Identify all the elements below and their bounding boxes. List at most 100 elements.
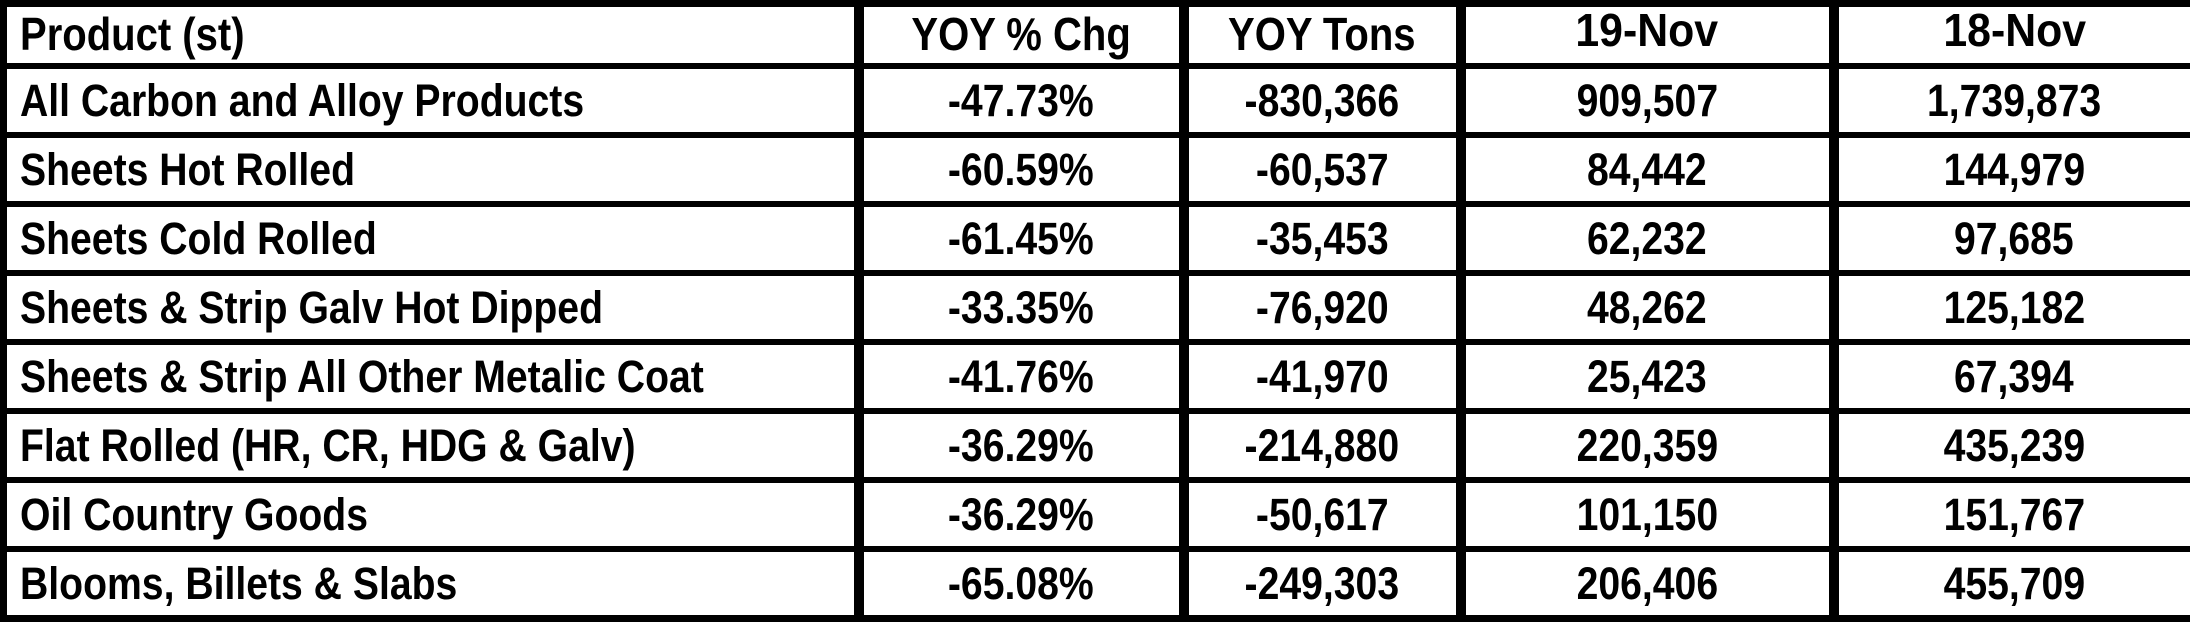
nov-18-cell: 67,394: [1828, 339, 2190, 415]
nov-19-cell: 84,442: [1455, 132, 1837, 208]
yoy-tons-value: -50,617: [1255, 489, 1389, 541]
nov-18-value: 67,394: [1954, 351, 2075, 403]
yoy-pct-chg-value: -60.59%: [948, 144, 1094, 196]
yoy-pct-chg-value: -36.29%: [948, 489, 1094, 541]
nov-18-cell: 435,239: [1828, 408, 2190, 484]
yoy-pct-chg-cell: -36.29%: [853, 477, 1187, 553]
nov-19-value: 84,442: [1587, 144, 1707, 196]
product-value: Sheets & Strip All Other Metalic Coat: [20, 351, 704, 403]
nov-18-cell: 151,767: [1828, 477, 2190, 553]
column-header-18-nov: 18-Nov: [1828, 0, 2190, 69]
product-cell: Blooms, Billets & Slabs: [0, 546, 862, 622]
nov-19-cell: 48,262: [1455, 270, 1837, 346]
yoy-tons-value: -76,920: [1255, 282, 1389, 334]
column-header-18-nov-label: 18-Nov: [1942, 4, 2086, 56]
table-row: Sheets & Strip All Other Metalic Coat -41…: [0, 339, 2190, 415]
nov-18-value: 151,767: [1943, 489, 2086, 541]
column-header-yoy-pct-chg: YOY % Chg: [853, 0, 1187, 69]
product-cell: Oil Country Goods: [0, 477, 862, 553]
table-row: Sheets & Strip Galv Hot Dipped -33.35% -76…: [0, 270, 2190, 346]
table-row: Blooms, Billets & Slabs -65.08% -249,303 20…: [0, 546, 2190, 622]
product-value: Sheets Hot Rolled: [20, 144, 356, 196]
yoy-pct-chg-value: -33.35%: [948, 282, 1094, 334]
yoy-tons-cell: -830,366: [1178, 62, 1464, 139]
nov-19-cell: 206,406: [1455, 546, 1837, 622]
nov-19-value: 25,423: [1587, 351, 1707, 403]
column-header-yoy-tons-label: YOY Tons: [1228, 8, 1416, 60]
nov-18-value: 144,979: [1943, 144, 2086, 196]
nov-19-value: 206,406: [1576, 558, 1718, 610]
product-value: All Carbon and Alloy Products: [20, 75, 585, 127]
yoy-pct-chg-value: -61.45%: [948, 213, 1094, 265]
table-row: Sheets Hot Rolled -60.59% -60,537 84,442 144…: [0, 132, 2190, 208]
column-header-19-nov: 19-Nov: [1455, 0, 1837, 69]
column-header-product-label: Product (st): [20, 8, 245, 60]
nov-19-value: 909,507: [1576, 75, 1718, 127]
product-cell: Sheets Cold Rolled: [0, 201, 862, 277]
yoy-pct-chg-value: -47.73%: [948, 75, 1094, 127]
nov-19-value: 62,232: [1587, 213, 1707, 265]
yoy-tons-value: -41,970: [1255, 351, 1389, 403]
yoy-tons-cell: -60,537: [1178, 132, 1464, 208]
yoy-pct-chg-cell: -61.45%: [853, 201, 1187, 277]
nov-19-cell: 101,150: [1455, 477, 1837, 553]
column-header-yoy-tons: YOY Tons: [1178, 0, 1464, 69]
yoy-tons-cell: -41,970: [1178, 339, 1464, 415]
yoy-pct-chg-cell: -47.73%: [853, 62, 1187, 139]
yoy-tons-cell: -214,880: [1178, 408, 1464, 484]
nov-18-cell: 455,709: [1828, 546, 2190, 622]
product-value: Blooms, Billets & Slabs: [20, 558, 458, 610]
table-row: All Carbon and Alloy Products -47.73% -830…: [0, 62, 2190, 139]
nov-19-cell: 62,232: [1455, 201, 1837, 277]
yoy-pct-chg-value: -41.76%: [948, 351, 1094, 403]
table-row: Sheets Cold Rolled -61.45% -35,453 62,232 97…: [0, 201, 2190, 277]
yoy-pct-chg-value: -65.08%: [948, 558, 1094, 610]
nov-19-value: 48,262: [1587, 282, 1707, 334]
column-header-product: Product (st): [0, 0, 862, 69]
nov-18-cell: 144,979: [1828, 132, 2190, 208]
product-value: Sheets & Strip Galv Hot Dipped: [20, 282, 603, 334]
nov-19-cell: 909,507: [1455, 62, 1837, 139]
table-body: All Carbon and Alloy Products -47.73% -830…: [0, 62, 2190, 622]
table-row: Oil Country Goods -36.29% -50,617 101,150 15…: [0, 477, 2190, 553]
nov-18-value: 435,239: [1943, 420, 2086, 472]
nov-18-value: 1,739,873: [1927, 75, 2102, 127]
table-row: Flat Rolled (HR, CR, HDG & Galv) -36.29% -…: [0, 408, 2190, 484]
nov-18-cell: 97,685: [1828, 201, 2190, 277]
nov-19-cell: 25,423: [1455, 339, 1837, 415]
yoy-tons-cell: -35,453: [1178, 201, 1464, 277]
product-cell: Sheets Hot Rolled: [0, 132, 862, 208]
yoy-pct-chg-cell: -41.76%: [853, 339, 1187, 415]
yoy-pct-chg-cell: -65.08%: [853, 546, 1187, 622]
nov-18-value: 97,685: [1954, 213, 2075, 265]
yoy-pct-chg-cell: -36.29%: [853, 408, 1187, 484]
yoy-tons-value: -35,453: [1255, 213, 1389, 265]
yoy-pct-chg-cell: -33.35%: [853, 270, 1187, 346]
nov-18-cell: 1,739,873: [1828, 62, 2190, 139]
nov-19-value: 220,359: [1576, 420, 1718, 472]
product-value: Oil Country Goods: [20, 489, 368, 541]
yoy-tons-cell: -76,920: [1178, 270, 1464, 346]
yoy-tons-cell: -50,617: [1178, 477, 1464, 553]
product-cell: Sheets & Strip Galv Hot Dipped: [0, 270, 862, 346]
product-cell: Flat Rolled (HR, CR, HDG & Galv): [0, 408, 862, 484]
product-value: Flat Rolled (HR, CR, HDG & Galv): [20, 420, 636, 472]
nov-19-cell: 220,359: [1455, 408, 1837, 484]
product-value: Sheets Cold Rolled: [20, 213, 377, 265]
nov-19-value: 101,150: [1576, 489, 1718, 541]
yoy-tons-value: -214,880: [1244, 420, 1400, 472]
yoy-tons-value: -830,366: [1244, 75, 1400, 127]
nov-18-value: 125,182: [1943, 282, 2086, 334]
column-header-yoy-pct-chg-label: YOY % Chg: [911, 8, 1131, 60]
nov-18-value: 455,709: [1943, 558, 2086, 610]
header-row: Product (st) YOY % Chg YOY Tons 19-Nov 1…: [0, 0, 2190, 69]
yoy-tons-cell: -249,303: [1178, 546, 1464, 622]
product-cell: Sheets & Strip All Other Metalic Coat: [0, 339, 862, 415]
yoy-tons-value: -249,303: [1244, 558, 1400, 610]
yoy-pct-chg-cell: -60.59%: [853, 132, 1187, 208]
nov-18-cell: 125,182: [1828, 270, 2190, 346]
yoy-tons-value: -60,537: [1255, 144, 1389, 196]
product-cell: All Carbon and Alloy Products: [0, 62, 862, 139]
column-header-19-nov-label: 19-Nov: [1575, 4, 1719, 56]
